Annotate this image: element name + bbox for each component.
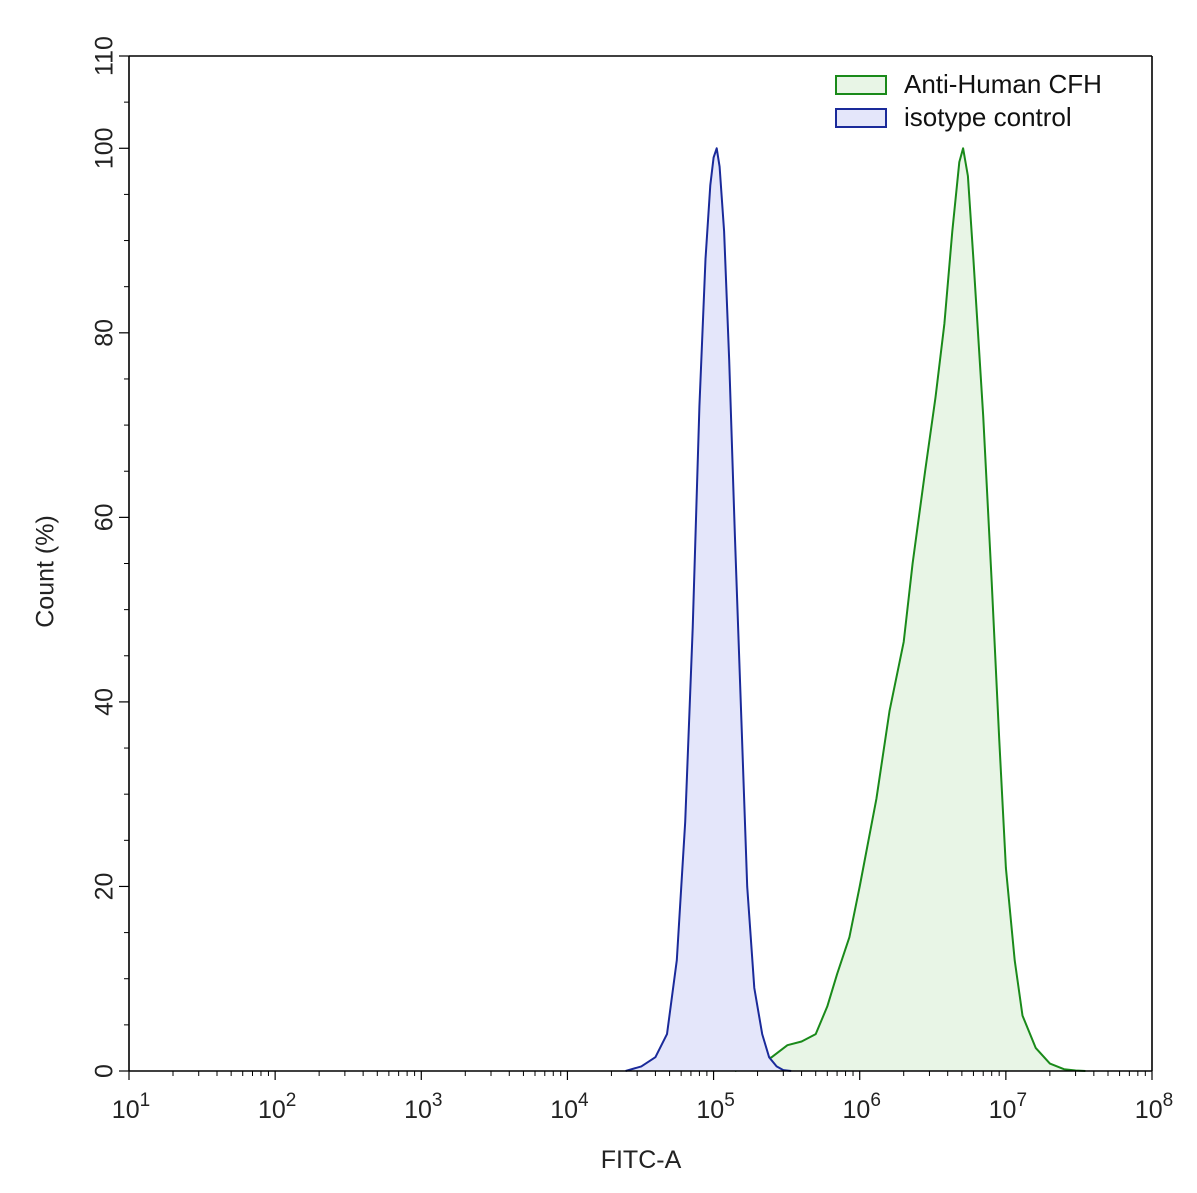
legend-swatch-isotype-control bbox=[835, 108, 887, 128]
x-tick-label: 108 bbox=[1135, 1090, 1173, 1124]
y-tick-label: 0 bbox=[91, 1064, 119, 1078]
series-layer bbox=[625, 147, 1086, 1072]
y-tick-label: 20 bbox=[91, 873, 119, 901]
y-tick-label: 60 bbox=[91, 503, 119, 531]
x-tick-label: 103 bbox=[404, 1090, 442, 1124]
legend-label-anti-human-cfh: Anti-Human CFH bbox=[904, 69, 1102, 99]
x-axis-title: FITC-A bbox=[601, 1146, 682, 1174]
y-tick-label: 80 bbox=[91, 319, 119, 347]
legend-label-isotype-control: isotype control bbox=[904, 102, 1072, 132]
x-tick-label: 107 bbox=[989, 1090, 1027, 1124]
x-tick-label: 104 bbox=[550, 1090, 589, 1124]
series-line-anti-human-cfh bbox=[734, 147, 1086, 1072]
series-area-anti-human-cfh bbox=[734, 148, 1086, 1072]
x-tick-label: 102 bbox=[258, 1090, 296, 1124]
legend: Anti-Human CFH isotype control bbox=[835, 69, 1102, 132]
x-tick-label: 101 bbox=[112, 1090, 150, 1124]
y-axis-title: Count (%) bbox=[32, 515, 60, 628]
legend-swatch-anti-human-cfh bbox=[835, 75, 887, 95]
series-area-isotype-control bbox=[625, 148, 792, 1072]
series-line-isotype-control bbox=[625, 147, 792, 1072]
y-tick-label: 40 bbox=[91, 688, 119, 716]
x-tick-label: 106 bbox=[843, 1090, 881, 1124]
y-tick-label: 100 bbox=[91, 127, 119, 169]
x-tick-label: 105 bbox=[696, 1090, 734, 1124]
ticks-layer: 0 20 40 60 80 100 110 101 102 103 104 105 106 107 108 bbox=[91, 36, 1174, 1124]
y-tick-label: 110 bbox=[91, 36, 119, 76]
